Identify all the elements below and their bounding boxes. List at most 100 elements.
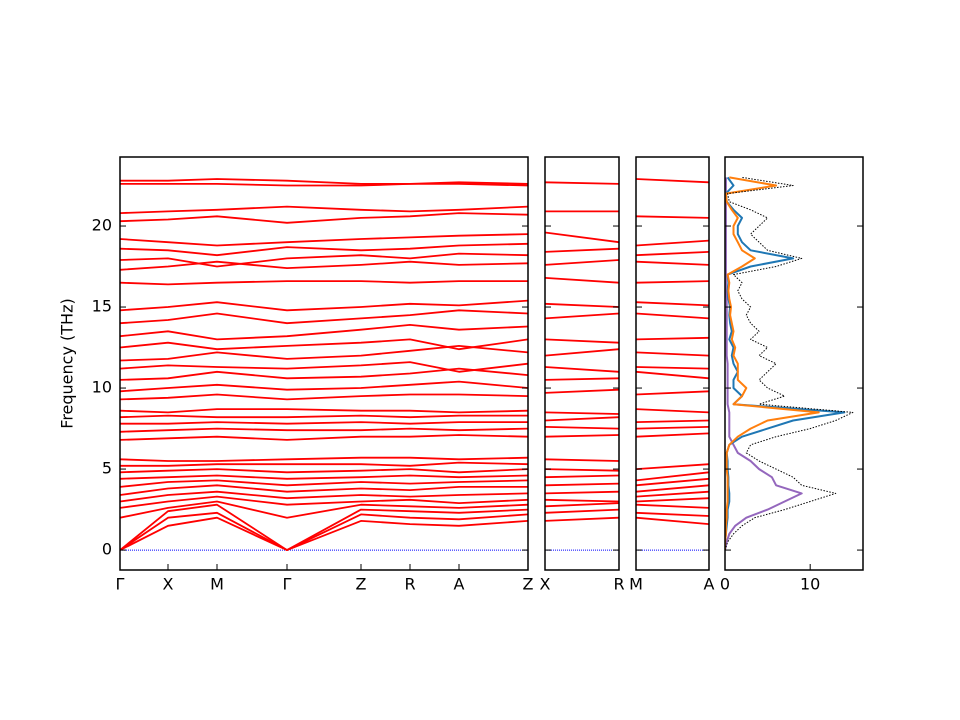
band-line [120, 427, 528, 433]
band-line [545, 468, 619, 472]
panel-frame [119, 156, 529, 571]
band-line [120, 479, 528, 488]
band-line [120, 309, 528, 325]
x-tick-label: A [704, 575, 715, 594]
band-line [545, 508, 619, 514]
band-line [636, 251, 709, 257]
band-line [120, 461, 528, 467]
band-line [636, 366, 709, 370]
x-tick-label: M [210, 575, 224, 594]
y-axis-label: Frequency (THz) [58, 298, 77, 428]
x-tick-label: Γ [116, 575, 125, 594]
band-line [120, 361, 528, 373]
x-tick-label: Z [356, 575, 367, 594]
dos-line [725, 176, 820, 551]
y-tick-label: 20 [92, 216, 112, 235]
band-line [636, 260, 709, 266]
band-line [120, 205, 528, 214]
x-tick-label: Γ [283, 575, 292, 594]
band-line [636, 239, 709, 247]
band-line [636, 390, 709, 396]
band-line [120, 456, 528, 462]
x-tick-label: 10 [800, 575, 820, 594]
band-line [120, 178, 528, 185]
band-line [636, 280, 709, 284]
band-line [545, 181, 619, 185]
band-line [636, 503, 709, 509]
band-line [120, 421, 528, 425]
band-line [545, 338, 619, 344]
band-line [120, 503, 528, 551]
band-line [636, 301, 709, 307]
band-line [545, 498, 619, 503]
band-line [636, 312, 709, 320]
band-line [636, 336, 709, 341]
band-line [545, 411, 619, 415]
x-tick-label: M [629, 575, 643, 594]
band-line [120, 474, 528, 480]
y-tick-label: 10 [92, 378, 112, 397]
band-line [120, 500, 528, 519]
band-line [545, 366, 619, 373]
band-line [636, 477, 709, 487]
band-line [120, 490, 528, 503]
band-line [120, 260, 528, 271]
band-line [545, 377, 619, 381]
band-line [120, 380, 528, 393]
band-line [545, 277, 619, 284]
x-tick-label: R [404, 575, 415, 594]
y-tick-label: 0 [102, 540, 112, 559]
band-line [545, 388, 619, 394]
band-line [120, 233, 528, 247]
band-line [545, 348, 619, 357]
band-line [545, 231, 619, 244]
panel-frame [724, 156, 864, 571]
band-line [545, 259, 619, 266]
band-line [545, 502, 619, 508]
band-line [545, 302, 619, 308]
band-line [545, 458, 619, 462]
band-line [545, 247, 619, 253]
band-line [636, 370, 709, 380]
band-line [636, 178, 709, 184]
band-line [545, 434, 619, 438]
band-line [636, 419, 709, 423]
band-line [636, 497, 709, 503]
band-line [636, 408, 709, 414]
x-tick-label: X [163, 575, 174, 594]
band-line [120, 434, 528, 441]
y-tick-label: 5 [102, 459, 112, 478]
band-line [120, 511, 528, 551]
band-line [636, 516, 709, 525]
dos-line [725, 176, 854, 551]
band-line [636, 351, 709, 357]
x-tick-label: Z [523, 575, 534, 594]
band-line [545, 516, 619, 522]
band-line [120, 495, 528, 509]
band-line [120, 484, 528, 496]
x-tick-label: A [454, 575, 465, 594]
panel-frame [544, 156, 620, 571]
x-tick-label: R [613, 575, 624, 594]
x-tick-label: X [540, 575, 551, 594]
band-line [120, 516, 528, 551]
dos-line [725, 177, 803, 551]
band-line [120, 299, 528, 312]
band-line [545, 312, 619, 320]
band-line [120, 212, 528, 224]
band-line [545, 490, 619, 495]
band-line [545, 482, 619, 487]
band-line [636, 484, 709, 493]
band-line [120, 252, 528, 268]
band-line [120, 408, 528, 414]
dos-line [725, 176, 846, 551]
panel-frame [635, 156, 710, 571]
band-line [636, 432, 709, 438]
band-line [636, 511, 709, 517]
band-line [120, 338, 528, 351]
band-line [545, 474, 619, 479]
band-line [545, 416, 619, 422]
x-tick-label: 0 [720, 575, 730, 594]
y-tick-label: 15 [92, 297, 112, 316]
